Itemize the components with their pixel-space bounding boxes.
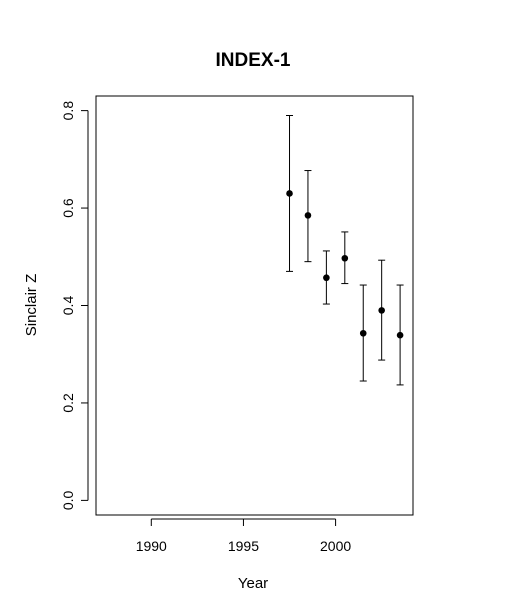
x-tick-label-1: 1995 xyxy=(228,538,259,554)
data-point-group-5 xyxy=(378,259,386,361)
y-tick-label-0: 0.0 xyxy=(60,490,76,510)
data-point-0 xyxy=(286,190,293,197)
y-axis-label: Sinclair Z xyxy=(23,274,40,337)
x-tick-label-2: 2000 xyxy=(320,538,351,554)
plot-frame xyxy=(95,95,414,516)
data-point-group-0 xyxy=(286,114,294,272)
y-tick-label-2: 0.4 xyxy=(60,296,76,316)
x-axis: 1990 1995 2000 xyxy=(136,518,351,554)
data-point-group-4 xyxy=(359,284,367,382)
y-tick-label-1: 0.2 xyxy=(60,393,76,413)
y-axis: 0.0 0.2 0.4 0.6 0.8 xyxy=(60,101,89,510)
data-point-3 xyxy=(341,254,349,262)
data-point-6 xyxy=(396,331,404,339)
x-axis-label: Year xyxy=(238,575,268,592)
chart-title: INDEX-1 xyxy=(216,50,291,71)
x-tick-label-0: 1990 xyxy=(136,538,167,554)
data-point-4 xyxy=(359,329,367,337)
data-point-group-1 xyxy=(304,170,312,263)
data-marks xyxy=(286,114,404,386)
data-point-group-2 xyxy=(322,250,330,305)
y-tick-label-4: 0.8 xyxy=(60,101,76,121)
data-point-group-6 xyxy=(396,284,404,386)
data-point-group-3 xyxy=(341,231,349,285)
y-tick-label-3: 0.6 xyxy=(60,198,76,218)
data-point-5 xyxy=(378,307,385,314)
data-point-1 xyxy=(304,212,312,219)
data-point-2 xyxy=(323,274,330,282)
